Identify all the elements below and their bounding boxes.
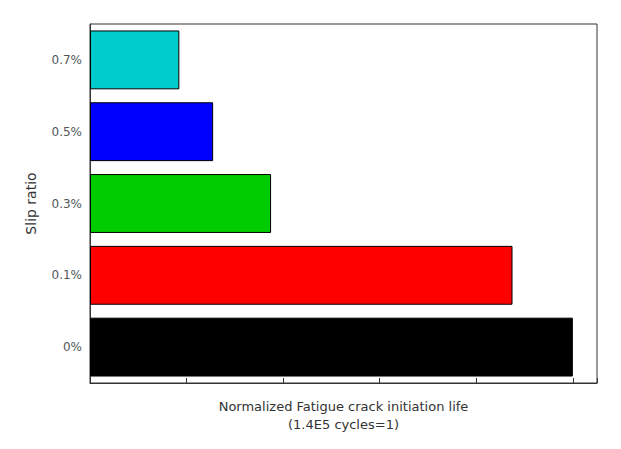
svg-text:0.7%: 0.7%	[52, 53, 83, 67]
svg-text:0.3%: 0.3%	[52, 197, 83, 211]
svg-text:0%: 0%	[63, 340, 82, 354]
svg-text:Normalized Fatigue crack initi: Normalized Fatigue crack initiation life	[219, 399, 469, 414]
svg-text:Slip ratio: Slip ratio	[23, 172, 39, 234]
svg-text:0.5%: 0.5%	[52, 125, 83, 139]
svg-text:(1.4E5 cycles=1): (1.4E5 cycles=1)	[288, 417, 399, 432]
svg-text:0.1%: 0.1%	[52, 268, 83, 282]
